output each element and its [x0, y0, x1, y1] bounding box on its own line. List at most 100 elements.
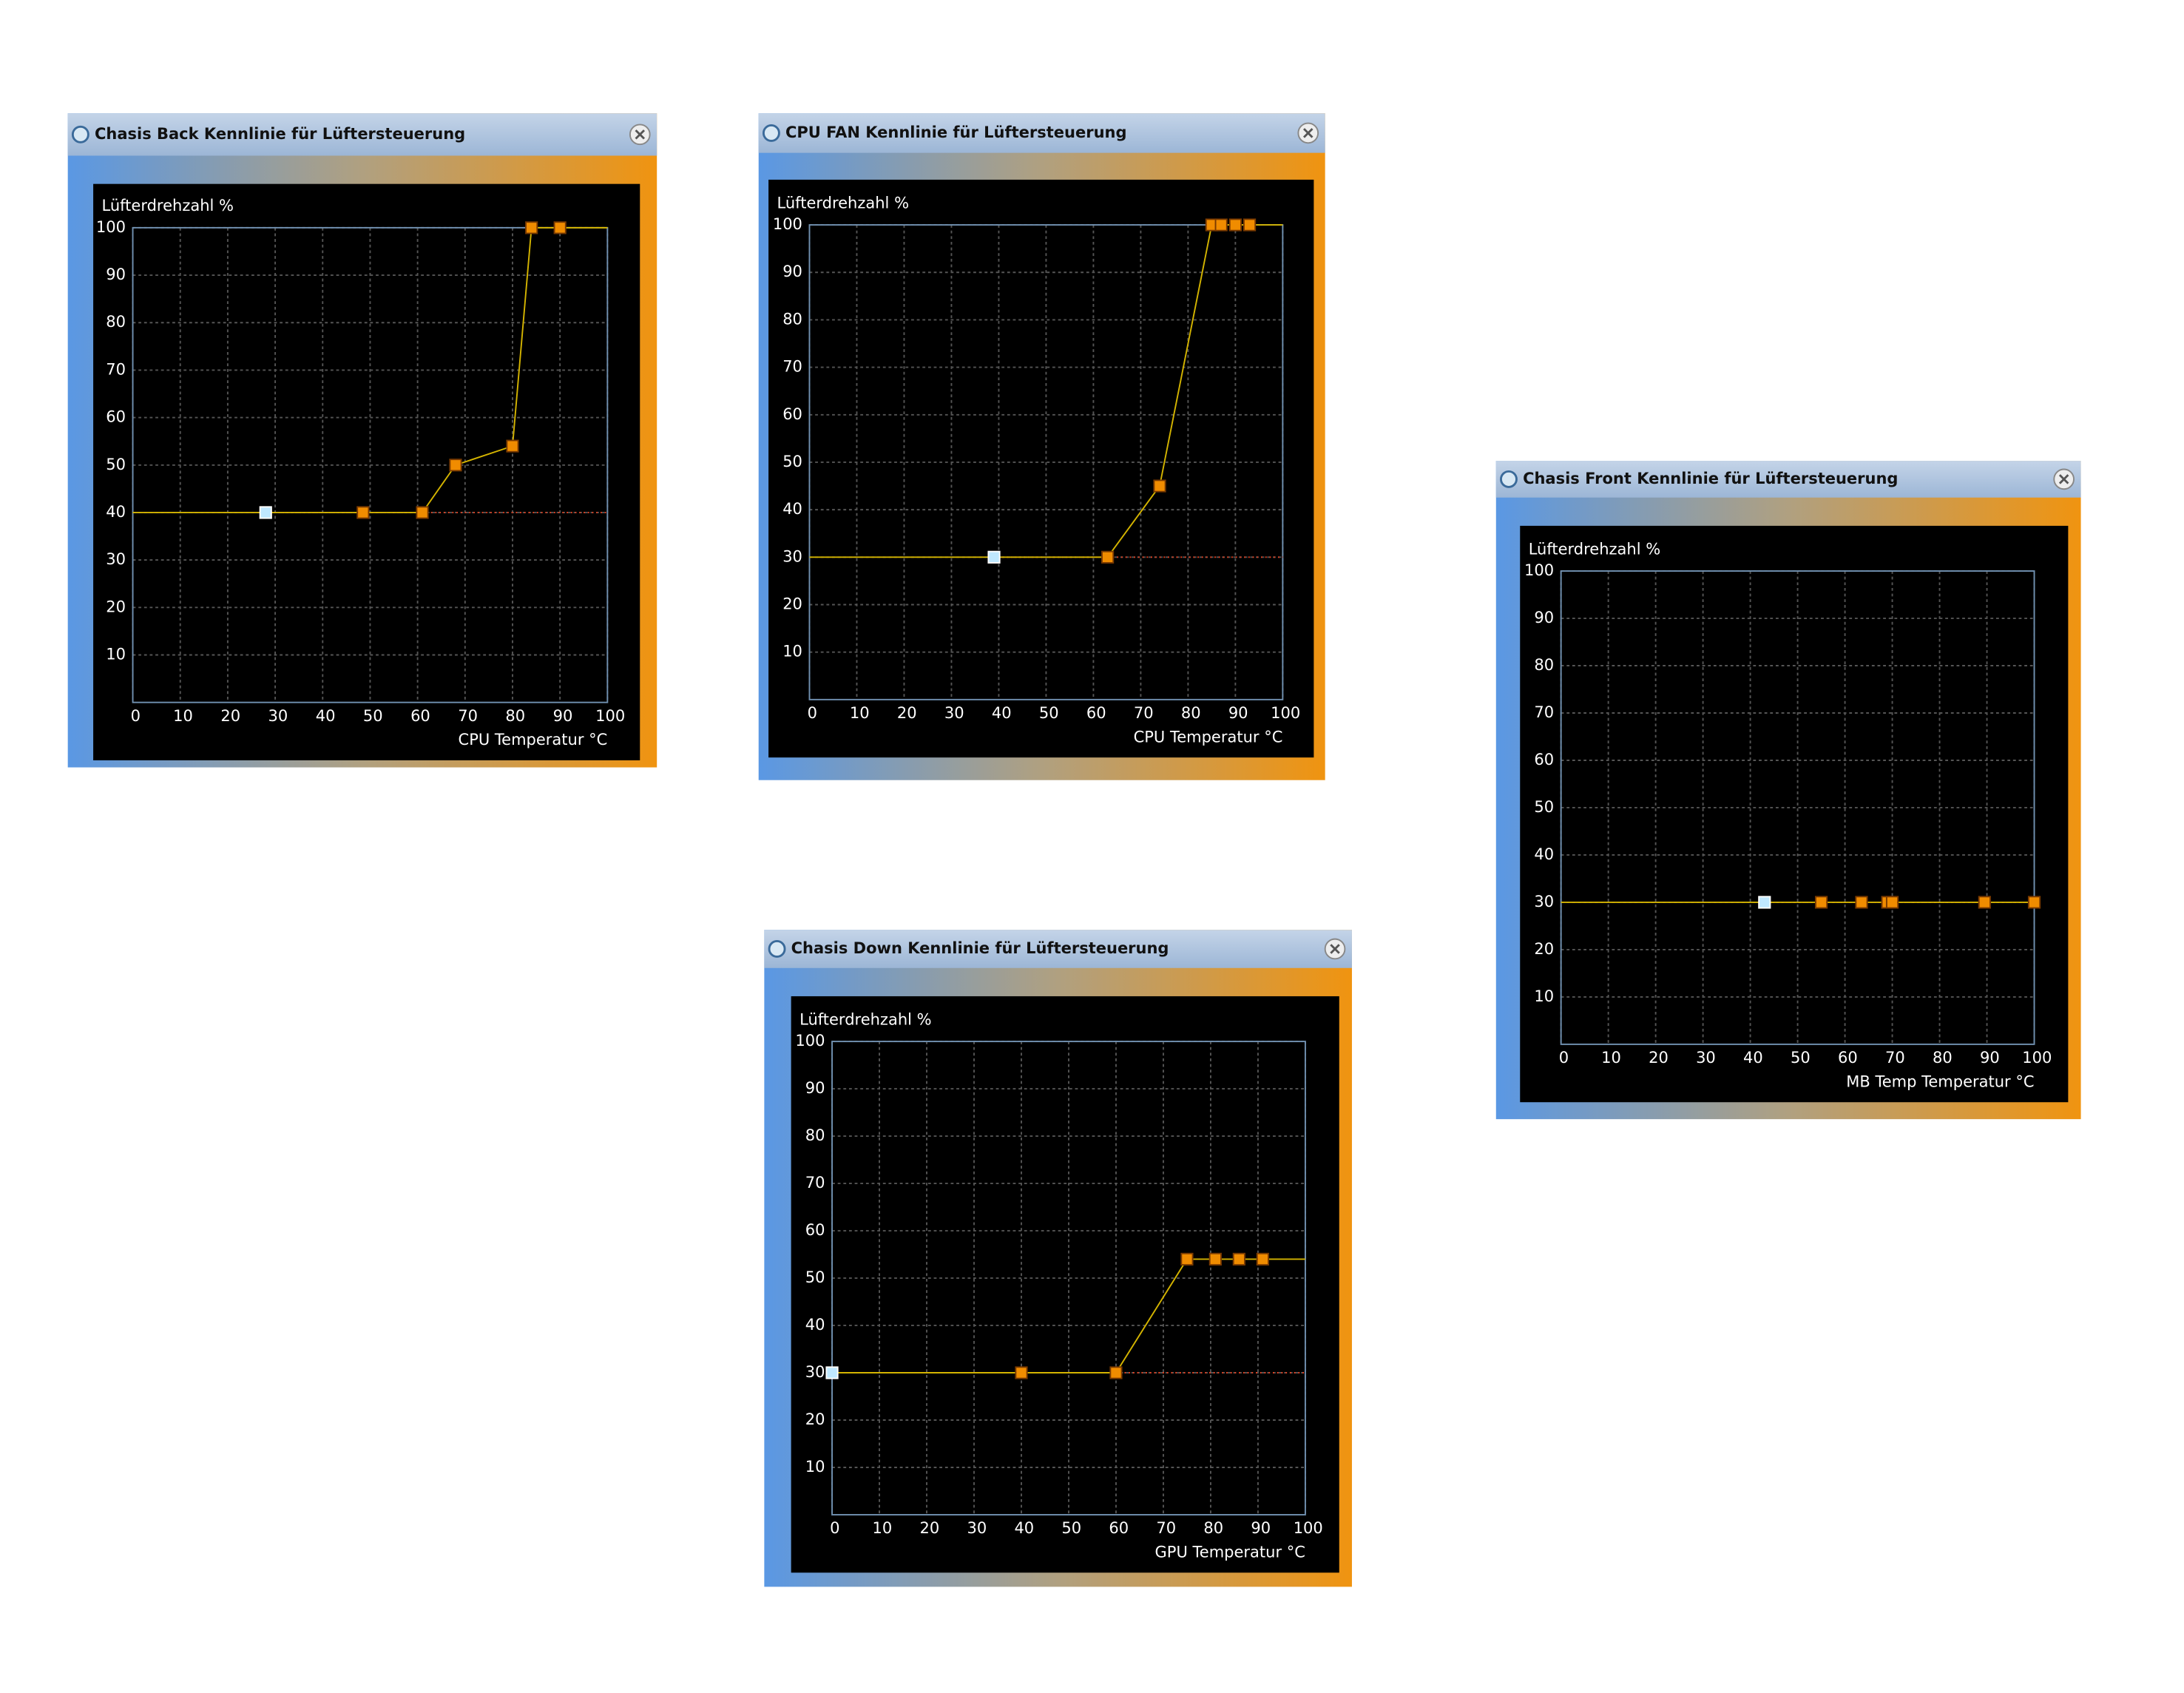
x-tick-label: 70 [1885, 1048, 1905, 1067]
curve-point [1153, 479, 1166, 493]
y-tick-label: 90 [1534, 608, 1554, 626]
window-icon [762, 124, 780, 142]
x-tick-label: 100 [2022, 1048, 2052, 1067]
y-tick-label: 30 [1534, 892, 1554, 910]
title-bar [758, 113, 1325, 153]
curve-point [1814, 896, 1828, 909]
curve-point [1180, 1252, 1194, 1266]
window-icon [71, 125, 89, 143]
chart-window: Chasis Down Kennlinie für Lüftersteuerun… [764, 930, 1352, 1587]
curve-point [356, 506, 370, 519]
x-tick-label: 20 [897, 703, 917, 722]
x-tick-label: 60 [410, 706, 430, 725]
x-tick-label: 10 [850, 703, 870, 722]
plot-border [808, 224, 1284, 700]
y-tick-label: 60 [1534, 750, 1554, 768]
y-tick-label: 80 [805, 1126, 825, 1144]
close-button[interactable] [629, 124, 651, 146]
x-tick-label: 60 [1086, 703, 1106, 722]
y-tick-label: 50 [1534, 797, 1554, 816]
current-point [825, 1366, 839, 1379]
x-tick-label: 30 [967, 1518, 987, 1537]
y-tick-label: 30 [782, 547, 802, 565]
curve-point [2027, 896, 2041, 909]
y-tick-label: 90 [805, 1078, 825, 1097]
y-tick-label: 20 [1534, 939, 1554, 958]
x-tick-label: 20 [919, 1518, 939, 1537]
y-tick-label: 40 [782, 499, 802, 518]
x-tick-label: 60 [1838, 1048, 1858, 1067]
title-bar [1495, 461, 2081, 498]
x-tick-label: 30 [944, 703, 964, 722]
chart-window: CPU FAN Kennlinie für Lüftersteuerung 10 2… [758, 113, 1325, 780]
y-tick-label: 50 [782, 452, 802, 470]
chart-background [1520, 525, 2069, 1103]
curve-point [1978, 896, 1991, 909]
close-x [1330, 944, 1340, 954]
curve-point [1214, 218, 1228, 232]
x-tick-label: 10 [1601, 1048, 1621, 1067]
curve-point [1885, 896, 1899, 909]
x-tick-label: 50 [1061, 1518, 1081, 1537]
curve-point [553, 221, 567, 234]
window-title: Chasis Front Kennlinie für Lüftersteueru… [1523, 469, 1898, 487]
curve-point [1256, 1252, 1269, 1266]
close-button[interactable] [1324, 938, 1346, 960]
y-tick-label: 20 [782, 594, 802, 612]
y-tick-label: 70 [782, 357, 802, 376]
close-x [635, 129, 646, 140]
chart-window: Chasis Front Kennlinie für Lüftersteueru… [1495, 461, 2081, 1120]
chart-window: Chasis Back Kennlinie für Lüftersteuerun… [67, 113, 657, 768]
x-tick-label: 0 [131, 706, 141, 725]
window-icon [768, 940, 786, 958]
close-button[interactable] [2053, 468, 2075, 490]
x-tick-label: 70 [1134, 703, 1154, 722]
x-tick-label: 90 [553, 706, 573, 725]
x-tick-label: 100 [595, 706, 625, 725]
x-tick-label: 100 [1271, 703, 1300, 722]
y-tick-label: 60 [106, 408, 126, 426]
curve-point [1232, 1252, 1245, 1266]
current-point [987, 550, 1001, 564]
x-tick-label: 50 [1039, 703, 1059, 722]
y-tick-label: 100 [773, 214, 802, 233]
x-tick-label: 80 [1203, 1518, 1223, 1537]
y-tick-label: 80 [782, 309, 802, 328]
y-tick-label: 30 [106, 550, 126, 568]
x-tick-label: 60 [1109, 1518, 1129, 1537]
y-tick-label: 90 [782, 262, 802, 280]
y-axis-label: Lüfterdrehzahl % [799, 1010, 931, 1028]
x-axis-label: MB Temp Temperatur °C [1846, 1072, 2034, 1090]
current-point [1758, 896, 1771, 909]
x-tick-label: 70 [458, 706, 478, 725]
curve-point [1101, 550, 1115, 564]
close-x [2058, 474, 2069, 484]
y-tick-label: 20 [805, 1410, 825, 1428]
title-bar [67, 113, 657, 156]
curve-point [416, 506, 429, 519]
y-tick-label: 100 [795, 1031, 825, 1050]
x-tick-label: 40 [992, 703, 1012, 722]
curve-point [1015, 1366, 1028, 1379]
y-tick-label: 40 [805, 1315, 825, 1334]
y-tick-label: 70 [805, 1173, 825, 1192]
x-axis-label: CPU Temperatur °C [459, 730, 608, 748]
y-tick-label: 80 [1534, 655, 1554, 674]
curve-point [1208, 1252, 1222, 1266]
y-tick-label: 100 [1524, 561, 1554, 579]
y-tick-label: 40 [1534, 845, 1554, 863]
x-tick-label: 10 [872, 1518, 892, 1537]
x-axis-label: GPU Temperatur °C [1155, 1543, 1305, 1561]
curve-point [1228, 218, 1242, 232]
y-tick-label: 90 [106, 265, 126, 283]
x-tick-label: 10 [173, 706, 193, 725]
y-tick-label: 10 [782, 642, 802, 660]
y-tick-label: 20 [106, 597, 126, 615]
x-tick-label: 40 [316, 706, 336, 725]
close-button[interactable] [1297, 122, 1319, 144]
chart-background [93, 183, 640, 760]
x-tick-label: 90 [1228, 703, 1248, 722]
window-title: Chasis Down Kennlinie für Lüftersteuerun… [791, 939, 1169, 957]
x-tick-label: 30 [1696, 1048, 1716, 1067]
